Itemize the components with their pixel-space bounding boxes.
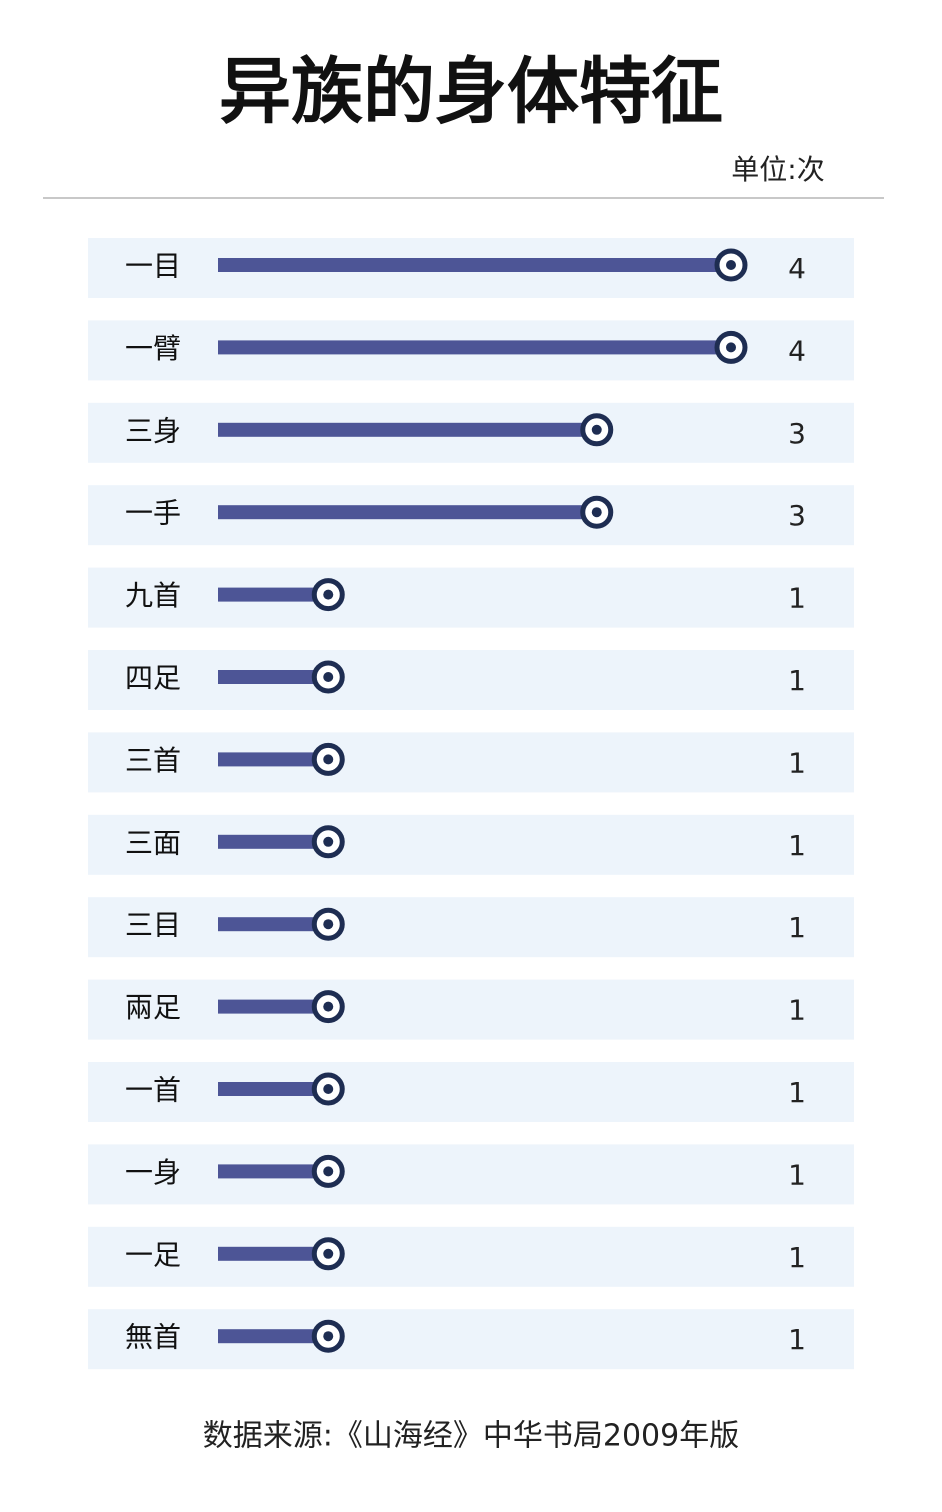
value-label: 1 (788, 1076, 806, 1109)
category-label: 三首 (125, 744, 181, 777)
value-label: 1 (788, 664, 806, 697)
marker-dot (323, 672, 334, 682)
category-label: 一目 (125, 250, 181, 283)
marker-dot (323, 1166, 334, 1177)
category-label: 四足 (125, 662, 181, 695)
bar (218, 752, 329, 767)
row-background (88, 650, 854, 710)
bar (218, 505, 597, 520)
bar (218, 670, 329, 684)
category-label: 一臂 (125, 332, 181, 365)
row-background (88, 979, 854, 1040)
category-label: 一足 (125, 1238, 181, 1271)
category-label: 九首 (125, 579, 181, 612)
value-label: 1 (788, 911, 806, 944)
bar (218, 422, 597, 437)
bar (218, 834, 329, 849)
marker-dot (323, 1248, 334, 1259)
bar (218, 1082, 329, 1096)
marker-dot (323, 1331, 334, 1342)
row-background (88, 897, 854, 958)
bar (218, 587, 329, 602)
value-label: 4 (788, 334, 806, 367)
category-label: 三目 (125, 909, 181, 942)
value-label: 1 (788, 994, 806, 1027)
marker-dot (323, 1084, 334, 1094)
category-label: 一身 (125, 1156, 181, 1189)
value-label: 1 (788, 1323, 806, 1356)
bar (218, 340, 731, 355)
row-background (88, 814, 854, 875)
category-label: 一手 (125, 497, 181, 530)
unit-label: 单位:次 (731, 153, 824, 186)
category-label: 一首 (125, 1074, 181, 1107)
row-background (88, 1309, 854, 1370)
row-background (88, 732, 854, 793)
row-background (88, 567, 854, 628)
marker-dot (323, 754, 334, 765)
category-label: 兩足 (125, 991, 181, 1024)
bar (218, 917, 329, 932)
bar (218, 1329, 329, 1344)
row-background (88, 1144, 854, 1205)
category-label: 三身 (125, 414, 181, 447)
bar (218, 1246, 329, 1261)
value-label: 1 (788, 1158, 806, 1191)
value-label: 1 (788, 1241, 806, 1274)
bar (218, 999, 329, 1014)
marker-dot (323, 919, 334, 930)
source-note: 数据来源:《山海经》中华书局2009年版 (203, 1419, 739, 1454)
marker-dot (591, 507, 602, 518)
marker-dot (323, 589, 334, 600)
value-label: 3 (788, 499, 806, 532)
bar (218, 1164, 329, 1179)
value-label: 1 (788, 829, 806, 862)
marker-dot (726, 260, 736, 270)
category-label: 三面 (125, 826, 181, 859)
row-background (88, 1062, 854, 1122)
value-label: 1 (788, 746, 806, 779)
row-background (88, 1226, 854, 1287)
category-label: 無首 (125, 1321, 181, 1354)
value-label: 3 (788, 417, 806, 450)
marker-dot (323, 836, 334, 847)
bar (218, 258, 731, 272)
marker-dot (323, 1001, 334, 1012)
chart-title: 异族的身体特征 (219, 50, 723, 134)
marker-dot (591, 424, 602, 435)
value-label: 1 (788, 582, 806, 615)
marker-dot (726, 342, 736, 353)
value-label: 4 (788, 252, 806, 285)
